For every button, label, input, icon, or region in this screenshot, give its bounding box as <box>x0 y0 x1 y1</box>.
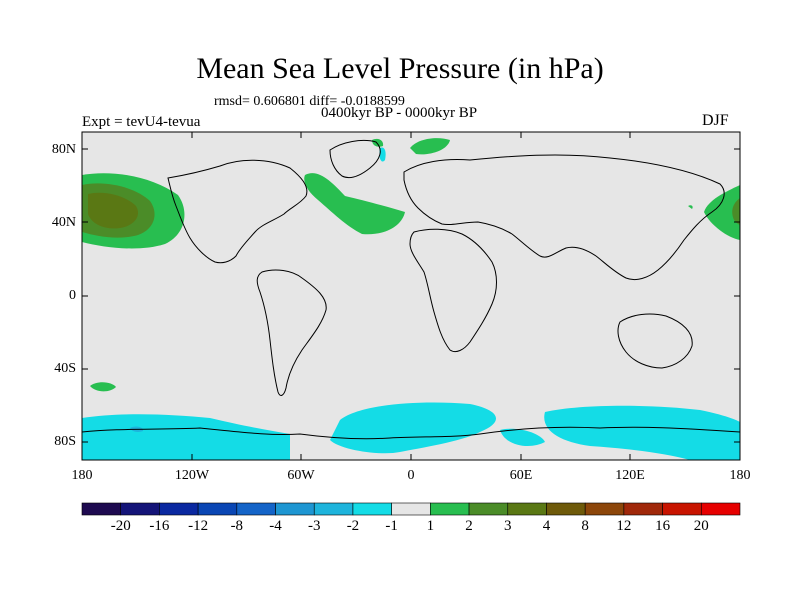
colorbar-swatch <box>81 502 122 516</box>
colorbar-swatch <box>159 502 199 516</box>
lon-label-120w: 120W <box>174 468 210 483</box>
colorbar-swatch <box>662 502 702 516</box>
colorbar-swatch <box>313 502 354 516</box>
lon-ticks <box>191 132 631 460</box>
colorbar-swatch <box>430 502 470 516</box>
colorbar-label: -20 <box>110 518 131 534</box>
greenland-small-anomaly <box>372 138 384 147</box>
colorbar-label: 16 <box>655 518 671 534</box>
north-atlantic-anomaly <box>304 173 405 235</box>
lon-label-120e: 120E <box>615 468 645 483</box>
lat-label-40n: 40N <box>51 215 76 230</box>
stats-line: rmsd= 0.606801 diff= -0.0188599 <box>214 94 405 109</box>
colorbar-swatch <box>546 502 586 516</box>
colorbar-label: -4 <box>269 518 282 534</box>
colorbar-label: -16 <box>149 518 170 534</box>
small-asia-anomaly <box>688 205 693 209</box>
north-pacific-east-anomaly <box>704 185 740 240</box>
colorbar-swatch <box>236 502 276 516</box>
arctic-small-anomaly <box>379 147 386 162</box>
colorbar-label: 12 <box>616 518 632 534</box>
colorbar-swatch <box>700 502 741 516</box>
colorbar-swatch <box>584 502 625 516</box>
south-america-coast <box>256 269 327 396</box>
colorbar-label: 2 <box>465 518 473 534</box>
lon-label-180e: 180 <box>729 468 751 483</box>
colorbar-swatch <box>623 502 663 516</box>
strong-positive-cores <box>82 183 740 238</box>
africa-coast <box>409 228 497 353</box>
map-title: Mean Sea Level Pressure (in hPa) <box>196 52 604 85</box>
colorbar-swatch <box>120 502 160 516</box>
colorbar <box>81 502 741 516</box>
colorbar-label: 20 <box>693 518 709 534</box>
north-pacific-core-level4 <box>88 192 139 229</box>
north-america-coast <box>167 159 308 264</box>
lon-label-0: 0 <box>407 468 415 483</box>
colorbar-swatch <box>352 502 392 516</box>
antarctic-pacific-anomaly <box>82 414 290 460</box>
colorbar-label: -3 <box>307 518 321 534</box>
lon-label-60w: 60W <box>287 468 315 483</box>
antarctic-indian-anomaly <box>544 405 740 460</box>
colorbar-swatch <box>468 502 509 516</box>
eurasia-coast <box>403 154 725 281</box>
greenland-coast <box>329 139 381 179</box>
colorbar-label: 3 <box>504 518 512 534</box>
coastlines <box>82 139 740 440</box>
greenland-sea-anomaly <box>410 138 450 155</box>
australia-coast <box>617 313 693 369</box>
lat-ticks <box>82 148 740 443</box>
negative-anomaly-regions <box>82 147 740 460</box>
north-pacific-east-core <box>732 198 740 225</box>
colorbar-label: -1 <box>385 518 398 534</box>
lat-label-80n: 80N <box>51 142 76 157</box>
lon-label-60e: 60E <box>509 468 533 483</box>
colorbar-label: -8 <box>230 518 244 534</box>
lat-label-80s: 80S <box>54 434 76 449</box>
colorbar-label: -12 <box>188 518 209 534</box>
colorbar-swatch <box>507 502 547 516</box>
season-label: DJF <box>702 112 729 129</box>
antarctic-atlantic-anomaly <box>330 402 497 454</box>
lat-label-40s: 40S <box>54 361 76 376</box>
colorbar-swatch <box>275 502 315 516</box>
colorbar-label: -2 <box>346 518 360 534</box>
antarctic-east-anomaly <box>500 428 545 446</box>
antarctica-coast <box>82 426 740 440</box>
lon-label-180w: 180 <box>71 468 93 483</box>
experiment-label: Expt = tevU4-tevua <box>82 114 201 130</box>
colorbar-label: 8 <box>581 518 589 534</box>
period-label: 0400kyr BP - 0000kyr BP <box>321 105 478 121</box>
lat-label-0: 0 <box>69 288 76 303</box>
colorbar-swatch <box>197 502 238 516</box>
colorbar-swatch <box>391 502 431 516</box>
colorbar-label: 4 <box>542 518 551 534</box>
colorbar-label: 1 <box>426 518 435 534</box>
south-pacific-anomaly <box>90 382 116 392</box>
